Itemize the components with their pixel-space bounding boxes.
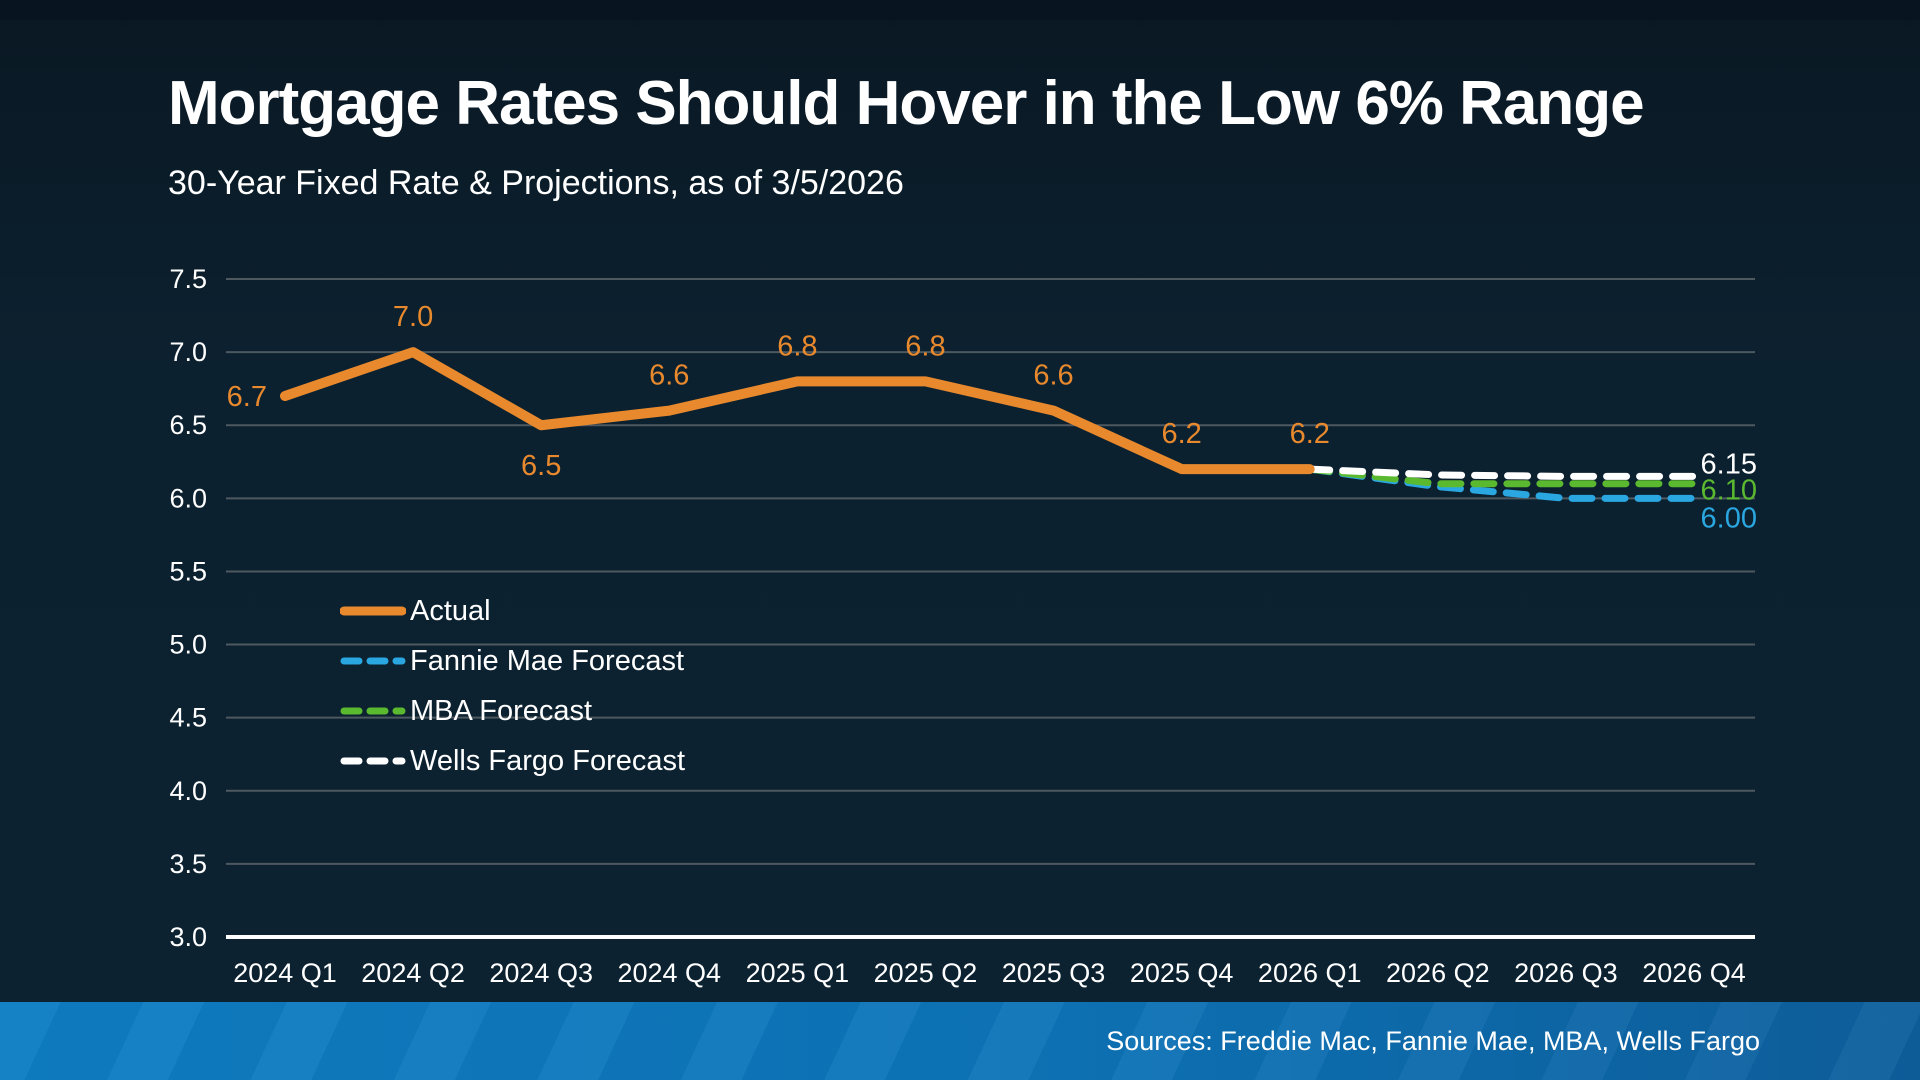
x-tick-label: 2025 Q4 [1130,958,1234,988]
data-point-label: 6.6 [1033,360,1073,392]
legend-item-actual: Actual [340,586,685,636]
x-tick-label: 2026 Q2 [1386,958,1490,988]
sources-text: Sources: Freddie Mac, Fannie Mae, MBA, W… [1106,1026,1760,1056]
footer-bar: Sources: Freddie Mac, Fannie Mae, MBA, W… [0,1002,1920,1080]
y-tick-label: 7.5 [169,264,207,294]
y-tick-label: 6.0 [169,483,207,513]
y-tick-label: 6.5 [169,410,207,440]
page-subtitle: 30-Year Fixed Rate & Projections, as of … [168,164,904,202]
legend-item-wells-fargo: Wells Fargo Forecast [340,736,685,786]
data-point-label: 6.7 [227,381,267,413]
y-tick-label: 3.5 [169,849,207,879]
data-point-label: 6.6 [649,360,689,392]
legend-label: Actual [410,594,491,627]
x-tick-label: 2024 Q4 [617,958,721,988]
series-end-label-wells-fargo-forecast: 6.15 [1701,448,1757,480]
series-line-wells-fargo-forecast [1306,465,1698,480]
data-point-label: 7.0 [393,301,433,333]
y-tick-label: 4.0 [169,776,207,806]
wells-fargo-dash-swatch-icon [340,757,406,765]
data-point-label: 6.5 [521,450,561,482]
series-end-label-fannie-mae-forecast: 6.00 [1701,502,1757,534]
series-end-label-mba-forecast: 6.10 [1701,475,1757,507]
data-point-label: 6.8 [905,330,945,362]
mba-dash-swatch-icon [340,707,406,715]
x-tick-label: 2024 Q3 [489,958,593,988]
x-tick-label: 2026 Q3 [1514,958,1618,988]
actual-line-swatch-icon [340,606,406,616]
y-tick-label: 5.5 [169,556,207,586]
legend-label: Wells Fargo Forecast [410,744,686,777]
y-tick-label: 3.0 [169,922,207,952]
legend-item-mba: MBA Forecast [340,686,685,736]
fannie-mae-dash-swatch-icon [340,657,406,665]
x-tick-label: 2025 Q2 [874,958,978,988]
data-point-label: 6.2 [1290,418,1330,450]
x-tick-label: 2026 Q4 [1642,958,1746,988]
y-tick-label: 7.0 [169,337,207,367]
x-tick-label: 2024 Q1 [233,958,337,988]
series-line-mba-forecast [1306,465,1698,488]
data-point-label: 6.2 [1161,418,1201,450]
x-tick-label: 2025 Q3 [1002,958,1106,988]
chart-legend: Actual Fannie Mae Forecast MBA Forecast … [340,586,685,786]
y-tick-label: 4.5 [169,703,207,733]
x-tick-label: 2026 Q1 [1258,958,1362,988]
series-line-actual [280,347,1315,475]
top-accent-bar [0,0,1920,20]
x-tick-label: 2024 Q2 [361,958,465,988]
x-tick-label: 2025 Q1 [746,958,850,988]
legend-item-fannie-mae: Fannie Mae Forecast [340,636,685,686]
y-tick-label: 5.0 [169,630,207,660]
page-title: Mortgage Rates Should Hover in the Low 6… [168,69,1645,138]
legend-label: Fannie Mae Forecast [410,644,685,677]
data-point-label: 6.8 [777,330,817,362]
legend-label: MBA Forecast [410,694,593,727]
